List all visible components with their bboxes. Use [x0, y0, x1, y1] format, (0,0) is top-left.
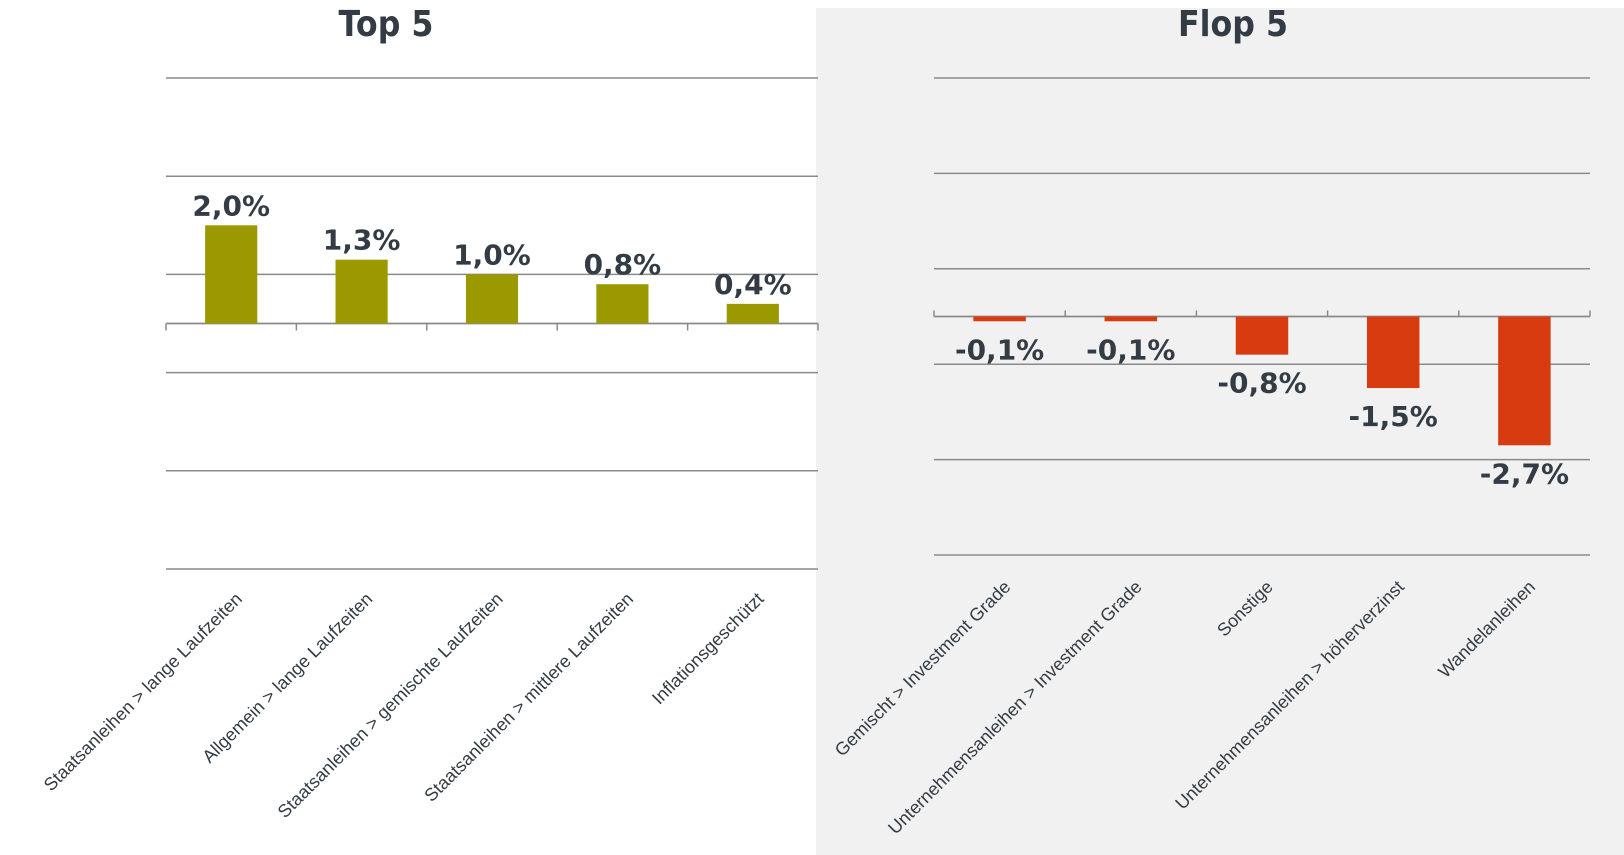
flop5-data-label: -0,8% [1217, 367, 1306, 400]
top5-bar [726, 303, 779, 324]
top5-data-label: 0,8% [584, 248, 662, 281]
flop5-bar [1104, 316, 1158, 322]
top5-category-label: Staatsanleihen > mittlere Laufzeiten [420, 589, 637, 806]
flop5-data-label: -2,7% [1480, 457, 1569, 490]
flop5-category-label: Unternehmensanleihen > höherverzinst [1171, 577, 1408, 814]
top5-data-label: 1,0% [453, 238, 531, 271]
top5-bar [465, 274, 519, 324]
flop5-data-label: -1,5% [1349, 400, 1438, 433]
top5-bar [596, 284, 649, 324]
flop5-category-label: Wandelanleihen [1434, 577, 1539, 682]
flop5-category-label: Unternehmensanleihen > Investment Grade [884, 577, 1145, 838]
top5-category-label: Inflationsgeschützt [648, 589, 768, 709]
flop5-bar [973, 316, 1026, 322]
flop5-bar [1498, 316, 1551, 446]
flop5-chart-title: Flop 5 [1177, 4, 1288, 45]
top5-data-label: 0,4% [714, 268, 792, 301]
top5-bar [335, 259, 388, 324]
top5-category-label: Staatsanleihen > gemischte Laufzeiten [274, 589, 507, 822]
flop5-data-label: -0,1% [1086, 333, 1175, 366]
flop5-panel-background [816, 8, 1624, 855]
flop5-bar [1366, 316, 1420, 389]
top5-data-label: 1,3% [323, 224, 401, 257]
top5-chart-title: Top 5 [338, 4, 434, 45]
flop5-bar [1235, 316, 1289, 355]
flop5-data-label: -0,1% [955, 333, 1044, 366]
flop5-category-label: Sonstige [1213, 577, 1277, 641]
top5-bar [205, 225, 258, 324]
top5-data-label: 2,0% [192, 189, 270, 222]
